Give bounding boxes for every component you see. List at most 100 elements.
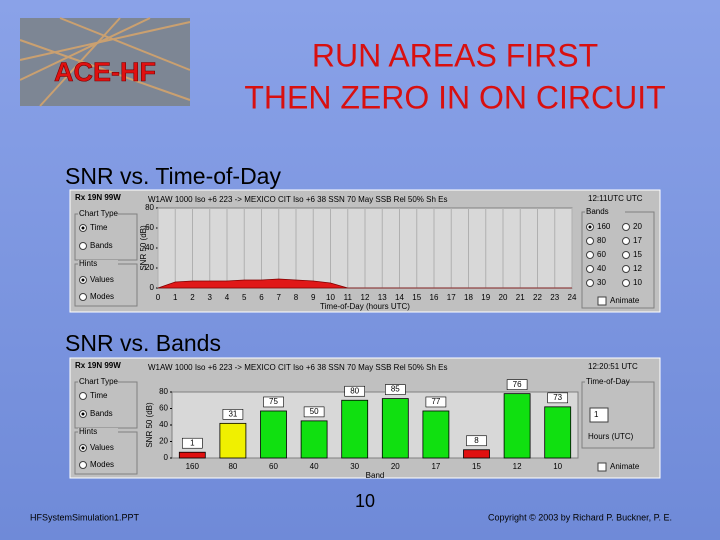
y-tick-label: 60 xyxy=(145,223,154,232)
radio-button[interactable] xyxy=(586,265,594,273)
radio-label: Values xyxy=(90,275,114,284)
reliability-label: 8 xyxy=(474,436,479,445)
radio-button[interactable] xyxy=(622,223,630,231)
radio-label: 10 xyxy=(633,278,642,287)
radio-dot xyxy=(588,225,592,229)
time-window: Rx 19N 99W W1AW 1000 Iso +6 223 -> MEXICO… xyxy=(69,189,661,313)
label: 12:11UTC UTC xyxy=(588,194,643,203)
y-tick-label: 40 xyxy=(145,243,154,252)
label: Rx 19N 99W xyxy=(75,193,121,202)
x-tick-label: 14 xyxy=(395,293,404,302)
antenna xyxy=(19,17,191,107)
logo-image xyxy=(20,18,190,106)
radio-label: Bands xyxy=(90,241,113,250)
label-box xyxy=(506,379,528,390)
x-tick-label: 80 xyxy=(228,462,237,471)
label-box xyxy=(547,392,569,404)
x-tick-label: 2 xyxy=(190,293,195,302)
y-tick-label: 40 xyxy=(159,420,168,429)
bar xyxy=(463,449,490,459)
radio-button[interactable] xyxy=(622,237,630,245)
y-tick-label: 80 xyxy=(159,387,168,396)
label-box xyxy=(303,406,325,418)
bands-window: Rx 19N 99W W1AW 1000 Iso +6 223 -> MEXICO… xyxy=(69,357,661,480)
y-tick-label: 60 xyxy=(159,404,168,413)
radio-label: 160 xyxy=(597,222,611,231)
radio-dot xyxy=(81,278,85,282)
x-tick-label: 5 xyxy=(242,293,247,302)
label-box xyxy=(425,396,447,408)
x-tick-label: 0 xyxy=(156,293,161,302)
bar xyxy=(503,393,531,459)
reliability-label: 80 xyxy=(350,386,359,395)
x-tick-label: 20 xyxy=(499,293,508,302)
x-tick-label: 17 xyxy=(431,462,440,471)
bar xyxy=(260,410,287,459)
x-tick-label: 16 xyxy=(430,293,439,302)
radio-button[interactable] xyxy=(622,279,630,287)
bar xyxy=(300,420,328,459)
radio-button[interactable] xyxy=(586,251,594,259)
reliability-label: 77 xyxy=(431,397,440,406)
x-tick-label: 20 xyxy=(391,462,400,471)
radio-label: Time xyxy=(90,223,108,232)
y-tick-label: 0 xyxy=(164,453,169,462)
x-axis-label: Band xyxy=(366,471,385,480)
x-tick-label: 10 xyxy=(553,462,562,471)
group-title-bg xyxy=(78,210,118,218)
group-title: Hints xyxy=(79,427,97,436)
x-tick-label: 9 xyxy=(311,293,316,302)
logo-text: ACE-HF xyxy=(54,57,156,87)
x-tick-label: 15 xyxy=(472,462,481,471)
group-title-bg xyxy=(585,208,625,216)
bar xyxy=(544,406,572,459)
reliability-label: 75 xyxy=(269,397,278,406)
checkbox[interactable] xyxy=(597,462,607,472)
radio-label: Bands xyxy=(90,409,113,418)
x-tick-label: 17 xyxy=(447,293,456,302)
radio-label: 80 xyxy=(597,236,606,245)
x-tick-label: 1 xyxy=(173,293,178,302)
checkbox[interactable] xyxy=(597,296,607,306)
radio-button[interactable] xyxy=(622,251,630,259)
reliability-label: 76 xyxy=(513,380,522,389)
copyright: Copyright © 2003 by Richard P. Buckner, … xyxy=(488,512,672,522)
label: 12:20:51 UTC xyxy=(588,362,638,371)
label: Animate xyxy=(610,296,640,305)
radio-button[interactable] xyxy=(79,293,87,301)
footer-file: HFSystemSimulation1.PPT xyxy=(30,512,140,522)
bar xyxy=(381,398,409,459)
radio-button[interactable] xyxy=(79,461,87,469)
bar xyxy=(219,422,247,459)
x-tick-label: 15 xyxy=(412,293,421,302)
label-box xyxy=(182,437,203,449)
x-tick-label: 3 xyxy=(208,293,213,302)
x-tick-label: 11 xyxy=(344,293,353,302)
radio-label: 40 xyxy=(597,264,606,273)
label-box xyxy=(222,409,244,420)
radio-button[interactable] xyxy=(586,279,594,287)
radio-dot xyxy=(81,226,85,230)
label-box xyxy=(263,396,284,408)
reliability-label: 1 xyxy=(190,438,195,447)
x-tick-label: 7 xyxy=(277,293,282,302)
bar xyxy=(341,399,369,459)
section-heading: SNR vs. Time-of-Day xyxy=(65,163,281,189)
radio-button[interactable] xyxy=(586,237,594,245)
radio-button[interactable] xyxy=(79,392,87,400)
reliability-label: 31 xyxy=(228,409,237,418)
y-tick-label: 20 xyxy=(159,437,168,446)
radio-button[interactable] xyxy=(622,265,630,273)
spinner[interactable] xyxy=(589,407,609,423)
x-tick-label: 23 xyxy=(550,293,559,302)
radio-label: Modes xyxy=(90,292,114,301)
label: Rx 19N 99W xyxy=(75,361,121,370)
radio-button[interactable] xyxy=(79,242,87,250)
x-tick-label: 60 xyxy=(269,462,278,471)
radio-label: 17 xyxy=(633,236,642,245)
page-number: 10 xyxy=(355,491,375,511)
radio-label: 60 xyxy=(597,250,606,259)
x-tick-label: 18 xyxy=(464,293,473,302)
group-title-bg xyxy=(78,428,118,436)
